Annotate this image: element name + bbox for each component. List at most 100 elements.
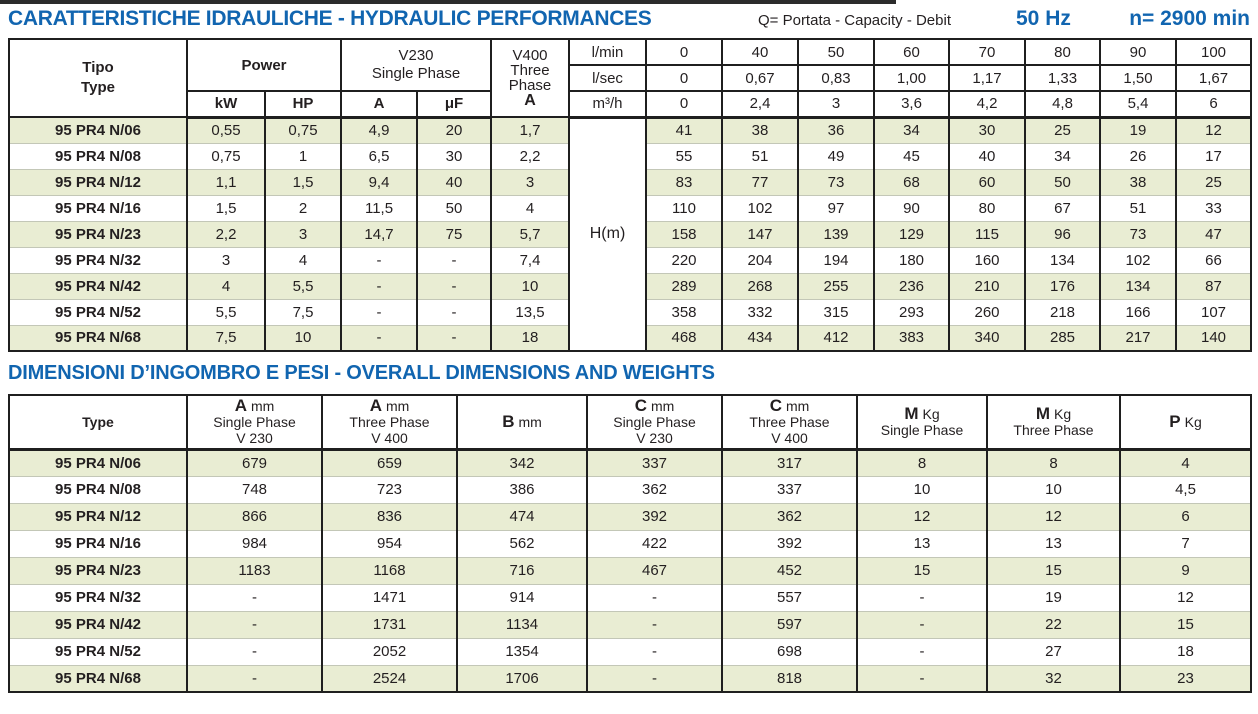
cell: 9 bbox=[1119, 556, 1252, 584]
cell: 5,4 bbox=[1099, 90, 1178, 119]
flow-unit-lmin: l/min bbox=[568, 38, 648, 66]
cell: 716 bbox=[456, 556, 588, 584]
cell: 73 bbox=[797, 168, 876, 195]
cell: 2,2 bbox=[186, 220, 266, 247]
model-cell: 95 PR4 N/12 bbox=[8, 502, 188, 530]
cell: 160 bbox=[948, 246, 1027, 273]
kw-header: kW bbox=[186, 90, 266, 119]
cell: - bbox=[340, 272, 419, 299]
flow-header-row-m3h: kW HP A μF m³/h 0 2,4 3 3,6 4,2 4,8 5,4 … bbox=[9, 90, 1253, 119]
cell: 1,5 bbox=[263, 168, 343, 195]
cell: 7,5 bbox=[186, 324, 266, 351]
cell: 1,33 bbox=[1024, 64, 1102, 92]
v400-group-header: V400 Three Phase A bbox=[490, 38, 571, 118]
cell: - bbox=[586, 664, 723, 692]
cell: 10 bbox=[856, 475, 988, 503]
cell: 140 bbox=[1175, 324, 1253, 351]
speed-label: n= 2900 min bbox=[1129, 7, 1250, 30]
cell: 723 bbox=[321, 475, 458, 503]
cell: 748 bbox=[186, 475, 323, 503]
col-header-m-three: M Kg Three Phase bbox=[986, 394, 1121, 451]
cell: 386 bbox=[456, 475, 588, 503]
cell: 32 bbox=[986, 664, 1121, 692]
cell: 5,5 bbox=[263, 272, 343, 299]
model-cell: 95 PR4 N/42 bbox=[8, 272, 188, 299]
hydraulic-title: CARATTERISTICHE IDRAULICHE - HYDRAULIC P… bbox=[8, 7, 652, 30]
cell: 51 bbox=[1099, 194, 1178, 221]
cell: 337 bbox=[586, 448, 723, 476]
model-cell: 95 PR4 N/06 bbox=[8, 116, 188, 143]
cell: 40 bbox=[948, 142, 1027, 169]
cell: 10 bbox=[490, 272, 571, 299]
capacity-legend: Q= Portata - Capacity - Debit bbox=[758, 12, 951, 29]
model-cell: 95 PR4 N/06 bbox=[8, 448, 188, 476]
cell: 218 bbox=[1024, 298, 1102, 325]
table-row: 95 PR4 N/32 - 1471 914 - 557 - 19 12 bbox=[8, 583, 1252, 611]
cell: 659 bbox=[321, 448, 458, 476]
table-row: 95 PR4 N/52 - 2052 1354 - 698 - 27 18 bbox=[8, 637, 1252, 665]
cell: 15 bbox=[986, 556, 1121, 584]
cell: - bbox=[340, 246, 419, 273]
cell: 5,5 bbox=[186, 298, 266, 325]
cell: 1,7 bbox=[490, 116, 571, 143]
cell: 33 bbox=[1175, 194, 1253, 221]
cell: 3,6 bbox=[873, 90, 951, 119]
cell: 68 bbox=[873, 168, 951, 195]
cell: 597 bbox=[721, 610, 858, 638]
cell: 10 bbox=[986, 475, 1121, 503]
cell: 176 bbox=[1024, 272, 1102, 299]
amp-header: A bbox=[340, 90, 419, 119]
cell: 30 bbox=[416, 142, 493, 169]
cell: 180 bbox=[873, 246, 951, 273]
cell: 19 bbox=[1099, 116, 1178, 143]
flow-unit-m3h: m³/h bbox=[568, 90, 648, 119]
page-header: CARATTERISTICHE IDRAULICHE - HYDRAULIC P… bbox=[0, 0, 1258, 38]
cell: 1,67 bbox=[1175, 64, 1253, 92]
cell: 2 bbox=[263, 194, 343, 221]
cell: 1,17 bbox=[948, 64, 1027, 92]
cell: 1134 bbox=[456, 610, 588, 638]
table-row: 95 PR4 N/23 1183 1168 716 467 452 15 15 … bbox=[8, 556, 1252, 584]
cell: 2524 bbox=[321, 664, 458, 692]
table-row: 95 PR4 N/08 748 723 386 362 337 10 10 4,… bbox=[8, 475, 1252, 503]
v230-group-header: V230 Single Phase bbox=[340, 38, 493, 92]
cell: 77 bbox=[721, 168, 800, 195]
cell: 194 bbox=[797, 246, 876, 273]
cell: 268 bbox=[721, 272, 800, 299]
cell: 285 bbox=[1024, 324, 1102, 351]
cell: 115 bbox=[948, 220, 1027, 247]
cell: 6,5 bbox=[340, 142, 419, 169]
model-cell: 95 PR4 N/68 bbox=[8, 324, 188, 351]
cell: 358 bbox=[645, 298, 724, 325]
type-column-header: Tipo Type bbox=[8, 38, 188, 118]
cell: 14,7 bbox=[340, 220, 419, 247]
cell: 60 bbox=[948, 168, 1027, 195]
cell: 83 bbox=[645, 168, 724, 195]
cell: 0 bbox=[645, 64, 724, 92]
cell: 75 bbox=[416, 220, 493, 247]
cell: 1,50 bbox=[1099, 64, 1178, 92]
cell: 36 bbox=[797, 116, 876, 143]
table-row: 95 PR4 N/42 4 5,5 - - 10 289 268 255 236… bbox=[8, 272, 1253, 299]
cell: 19 bbox=[986, 583, 1121, 611]
cell: 452 bbox=[721, 556, 858, 584]
model-cell: 95 PR4 N/12 bbox=[8, 168, 188, 195]
cell: 147 bbox=[721, 220, 800, 247]
cell: 12 bbox=[1175, 116, 1253, 143]
table-row: 95 PR4 N/68 - 2524 1706 - 818 - 32 23 bbox=[8, 664, 1252, 692]
cell: 8 bbox=[986, 448, 1121, 476]
v400-label: V400 bbox=[512, 47, 548, 64]
cell: - bbox=[186, 637, 323, 665]
cell: 80 bbox=[1024, 38, 1102, 66]
cell: 13 bbox=[986, 529, 1121, 557]
cell: 40 bbox=[416, 168, 493, 195]
cell: 7 bbox=[1119, 529, 1252, 557]
model-cell: 95 PR4 N/08 bbox=[8, 475, 188, 503]
cell: - bbox=[186, 610, 323, 638]
model-cell: 95 PR4 N/68 bbox=[8, 664, 188, 692]
cell: 80 bbox=[948, 194, 1027, 221]
cell: 468 bbox=[645, 324, 724, 351]
cell: 467 bbox=[586, 556, 723, 584]
cell: 698 bbox=[721, 637, 858, 665]
cell: 0,83 bbox=[797, 64, 876, 92]
